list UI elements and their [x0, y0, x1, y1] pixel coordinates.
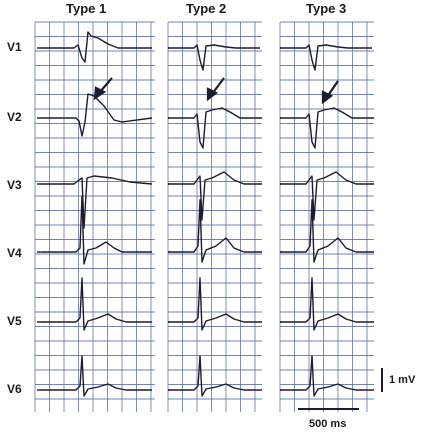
- trace-type-1-lead-3: [37, 175, 153, 229]
- voltage-scale-label: 1 mV: [389, 374, 416, 386]
- ecg-trace: [168, 277, 262, 331]
- lead-label-v5: V5: [7, 314, 22, 328]
- lead-label-v1: V1: [7, 40, 22, 54]
- trace-type-1-lead-1: [37, 31, 152, 63]
- ecg-trace: [42, 277, 152, 331]
- trace-type-2-lead-4: [168, 199, 262, 263]
- ecg-trace: [280, 171, 374, 221]
- trace-type-1-lead-4: [37, 195, 152, 265]
- ecg-trace: [42, 175, 153, 229]
- ecg-trace: [42, 355, 152, 397]
- trace-type-3-lead-5: [280, 277, 374, 331]
- lead-label-v6: V6: [7, 382, 22, 396]
- ecg-trace: [42, 195, 152, 265]
- lead-label-v4: V4: [7, 246, 22, 260]
- ecg-trace: [168, 355, 262, 397]
- grid-panel-type-3: [279, 21, 374, 412]
- ecg-trace: [42, 93, 153, 137]
- trace-type-2-lead-3: [168, 171, 262, 221]
- time-scale-label: 500 ms: [309, 418, 347, 430]
- lead-label-v3: V3: [7, 178, 22, 192]
- ecg-trace: [42, 31, 152, 63]
- trace-type-3-lead-2: [280, 107, 374, 149]
- ecg-trace: [168, 199, 262, 263]
- st-arrow-type-3: [321, 80, 339, 105]
- trace-type-3-lead-3: [280, 171, 374, 221]
- grid-panel-type-2: [167, 21, 262, 412]
- trace-type-2-lead-1: [168, 44, 260, 71]
- grid-panel-type-1: [34, 21, 155, 412]
- ecg-trace: [168, 107, 262, 149]
- ecg-grids: [34, 21, 374, 412]
- trace-type-2-lead-5: [168, 277, 262, 331]
- st-arrow-type-1: [93, 77, 113, 101]
- ecg-trace: [280, 355, 374, 397]
- trace-type-3-lead-1: [280, 44, 372, 71]
- trace-type-1-lead-5: [37, 277, 152, 331]
- column-title-type-2: Type 2: [186, 1, 227, 16]
- trace-type-3-lead-6: [280, 355, 374, 397]
- ecg-traces: [37, 31, 374, 397]
- ecg-trace: [168, 44, 260, 71]
- ecg-trace: [280, 199, 374, 263]
- st-arrow-type-2: [206, 77, 225, 102]
- lead-label-v2: V2: [7, 110, 22, 124]
- trace-type-3-lead-4: [280, 199, 374, 263]
- ecg-trace: [280, 44, 372, 71]
- column-title-type-3: Type 3: [306, 1, 347, 16]
- trace-type-1-lead-6: [37, 355, 152, 397]
- ecg-trace: [280, 277, 374, 331]
- trace-type-2-lead-2: [168, 107, 262, 149]
- trace-type-2-lead-6: [168, 355, 262, 397]
- ecg-trace: [168, 171, 262, 221]
- column-title-type-1: Type 1: [66, 1, 107, 16]
- trace-type-1-lead-2: [37, 93, 153, 137]
- ecg-trace: [280, 107, 374, 149]
